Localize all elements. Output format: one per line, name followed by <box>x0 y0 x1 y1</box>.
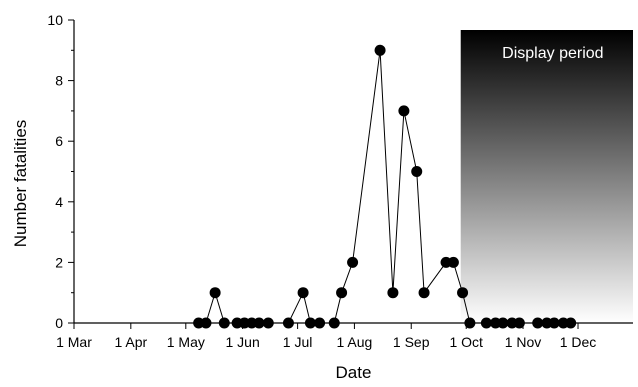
data-point <box>411 166 423 177</box>
data-point <box>297 287 309 299</box>
y-tick-label: 2 <box>55 254 63 270</box>
data-point <box>328 317 340 329</box>
data-point <box>374 44 386 56</box>
y-tick-label: 0 <box>55 315 63 331</box>
data-point <box>262 317 274 329</box>
data-point <box>548 317 560 329</box>
data-point <box>209 287 221 299</box>
data-point <box>218 317 230 329</box>
y-tick-label: 10 <box>47 12 63 28</box>
data-point <box>314 317 326 329</box>
x-tick-label: 1 Dec <box>560 334 597 350</box>
data-point <box>532 317 544 329</box>
x-tick-label: 1 Nov <box>505 334 542 350</box>
data-point <box>457 287 469 299</box>
data-point <box>347 256 359 268</box>
data-point <box>282 317 294 329</box>
data-point <box>513 317 525 329</box>
x-tick-label: 1 Apr <box>114 334 147 350</box>
x-tick-label: 1 Sep <box>393 334 430 350</box>
x-tick-label: 1 May <box>167 334 205 350</box>
x-tick-label: 1 Aug <box>337 334 373 350</box>
data-point <box>253 317 265 329</box>
x-tick-label: 1 Jul <box>283 334 313 350</box>
data-point <box>418 287 430 299</box>
y-tick-label: 4 <box>55 194 63 210</box>
x-axis-title: Date <box>336 363 372 382</box>
display-period-region <box>460 30 633 323</box>
data-point <box>304 317 316 329</box>
data-point <box>480 317 492 329</box>
data-point <box>398 105 410 117</box>
x-tick-label: 1 Jun <box>225 334 259 350</box>
display-period-label: Display period <box>502 45 603 62</box>
data-point <box>387 287 399 299</box>
data-point <box>200 317 212 329</box>
data-point <box>447 256 459 268</box>
x-tick-label: 1 Oct <box>449 334 483 350</box>
x-tick-label: 1 Mar <box>56 334 92 350</box>
y-axis-title: Number fatalities <box>11 120 30 248</box>
y-tick-label: 8 <box>55 73 63 89</box>
data-point <box>497 317 509 329</box>
y-tick-label: 6 <box>55 133 63 149</box>
data-point <box>565 317 577 329</box>
data-point <box>336 287 348 299</box>
data-point <box>464 317 476 329</box>
